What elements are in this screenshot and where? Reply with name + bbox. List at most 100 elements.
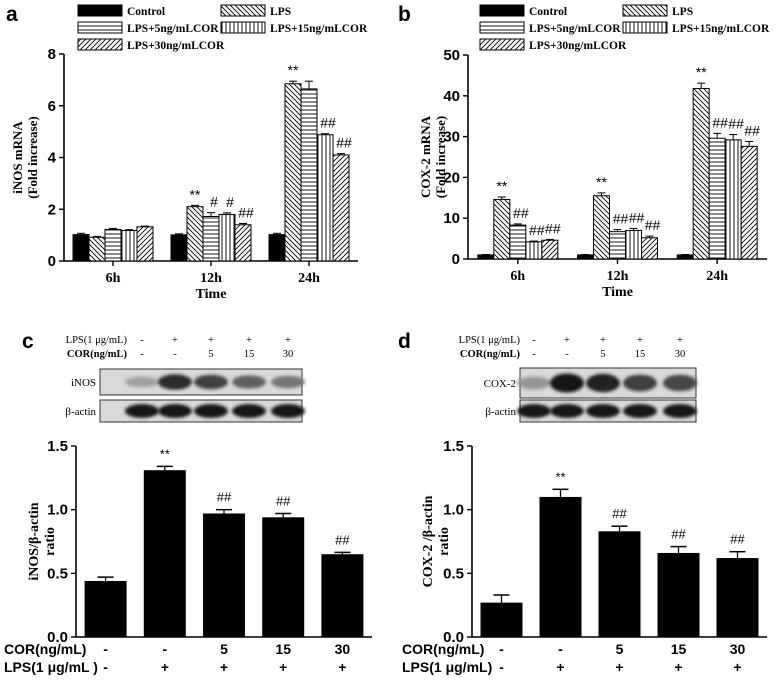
bar	[218, 213, 236, 262]
bar	[641, 237, 658, 260]
y-axis-label-line: (Fold increase)	[433, 116, 448, 198]
blot-header-value: 15	[244, 349, 255, 360]
bar	[676, 254, 694, 260]
bar	[186, 206, 204, 262]
legend: Control LPS LPS+5ng/mLCOR LPS+15ng/mLCOR LPS…	[479, 4, 770, 52]
bar	[525, 241, 543, 260]
treatment-value: -	[499, 641, 504, 657]
treatment-value: +	[556, 659, 564, 675]
blot-band	[125, 376, 159, 388]
significance-label: ##	[217, 490, 232, 505]
significance-label: ##	[612, 506, 627, 521]
blot-band	[550, 373, 584, 393]
panel-label-d: d	[398, 330, 411, 353]
y-axis-label: iNOS/β-actinratio	[27, 502, 58, 580]
treatment-row-label: COR(ng/mL)	[402, 641, 484, 657]
y-tick-label: 1.0	[47, 502, 68, 519]
bar	[284, 83, 302, 262]
blot-header-value: +	[172, 335, 178, 346]
significance-label: ##	[728, 116, 744, 132]
legend-label: LPS+5ng/mLCOR	[529, 23, 621, 35]
significance-label: ##	[320, 115, 336, 131]
chart-a: 0 2 4 6 8 iNOS mRNA(Fold increase) Time 6h 12h **…	[10, 4, 368, 302]
legend-swatch	[220, 21, 266, 34]
bar	[509, 224, 527, 260]
blot-header-value: +	[246, 335, 252, 346]
y-tick-label: 6	[48, 98, 56, 115]
treatment-value: +	[161, 659, 169, 675]
bar	[716, 558, 759, 637]
y-tick-label: 1.5	[47, 438, 68, 455]
blot-band	[623, 374, 657, 392]
significance-label: ##	[335, 532, 350, 547]
legend-label: Control	[127, 6, 165, 18]
legend-swatch	[77, 21, 123, 34]
blot-band	[271, 404, 305, 418]
bar	[724, 139, 742, 260]
significance-label: #	[226, 194, 234, 210]
bar	[104, 228, 122, 262]
legend-swatch	[77, 38, 123, 51]
y-axis-label: COX-2 /β-actinratio	[421, 495, 452, 587]
x-tick-label: 24h	[298, 271, 320, 286]
y-tick-label: 0.5	[443, 565, 464, 582]
bar	[625, 229, 642, 260]
treatment-value: +	[338, 659, 346, 675]
blot-header-value: -	[173, 349, 177, 360]
y-tick-label: 0	[452, 251, 460, 268]
significance-label: **	[596, 174, 607, 190]
significance-label: ##	[513, 205, 529, 221]
bar	[202, 215, 220, 262]
legend-label: LPS	[270, 6, 291, 18]
panel-label-b: b	[398, 3, 411, 26]
bar	[316, 134, 334, 262]
blot-header-value: +	[285, 335, 291, 346]
x-tick-label: 6h	[106, 271, 121, 286]
bar	[203, 513, 245, 637]
chart-c: 0.0 0.5 1.0 1.5 iNOS/β-actinratio ** ## ## ## COR…	[4, 438, 372, 675]
y-tick-label: 8	[48, 46, 56, 63]
treatment-value: 5	[616, 641, 624, 657]
blot-header-label: LPS(1 μg/mL)	[459, 335, 521, 346]
legend-label: LPS	[672, 6, 693, 18]
blot-header-value: -	[532, 335, 536, 346]
bar	[692, 87, 710, 260]
blot-band-label: β-actin	[65, 406, 96, 418]
bar	[88, 236, 106, 262]
treatment-value: +	[733, 659, 741, 675]
blot-band	[663, 404, 697, 418]
y-tick-label: 1.5	[443, 438, 464, 455]
y-axis-label-line: (Fold increase)	[25, 116, 40, 198]
significance-label: ##	[671, 527, 686, 542]
blot-header-value: +	[564, 335, 570, 346]
blot-band	[158, 404, 192, 418]
legend-swatch	[77, 4, 123, 17]
bar	[593, 195, 610, 260]
blot-c: LPS(1 μg/mL) - + + + + COR(ng/mL) - - 5 15 30 iNOS β-…	[65, 335, 305, 423]
significance-label: **	[555, 469, 565, 484]
bar	[541, 239, 559, 260]
bar	[480, 602, 523, 637]
legend-swatch	[479, 4, 525, 17]
significance-label: #	[210, 194, 218, 210]
significance-label: ##	[336, 135, 352, 151]
x-axis-label: Time	[602, 285, 633, 300]
x-tick-label: 12h	[607, 269, 629, 284]
treatment-value: 15	[671, 641, 687, 657]
blot-band-label: β-actin	[485, 406, 516, 418]
treatment-row-label: COR(ng/mL)	[4, 641, 86, 657]
bar	[708, 137, 726, 260]
y-axis-label-line: ratio	[43, 527, 58, 556]
significance-label: ##	[613, 211, 629, 227]
bar	[598, 531, 641, 637]
blot-band	[271, 375, 305, 389]
legend-swatch	[622, 4, 668, 17]
legend-swatch	[622, 21, 668, 34]
legend: Control LPS LPS+5ng/mLCOR LPS+15ng/mLCOR LPS…	[77, 4, 368, 52]
y-tick-label: 30	[443, 129, 460, 146]
significance-label: ##	[744, 122, 760, 138]
panel-label-a: a	[6, 3, 18, 26]
blot-header-value: 30	[675, 349, 686, 360]
blot-header-value: +	[208, 335, 214, 346]
